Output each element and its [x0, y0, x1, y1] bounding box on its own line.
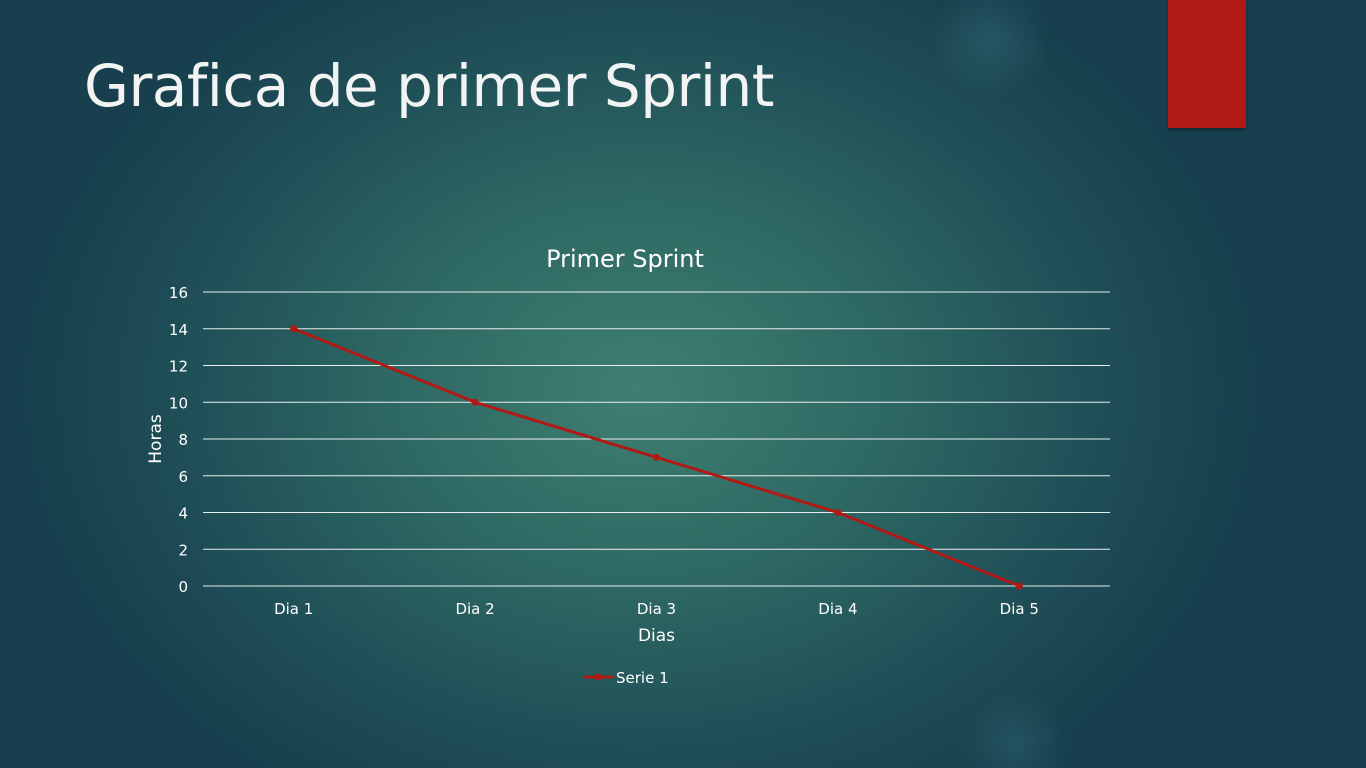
y-axis-title: Horas: [146, 414, 166, 464]
x-tick-label: Dia 2: [455, 600, 494, 618]
accent-block: [1168, 0, 1246, 128]
data-point: [653, 453, 660, 461]
data-point: [834, 509, 842, 516]
data-point: [290, 325, 298, 333]
x-tick-label: Dia 3: [637, 600, 676, 618]
y-tick-label: 4: [178, 505, 188, 523]
y-tick-label: 2: [178, 541, 188, 559]
data-point: [1015, 582, 1023, 590]
y-tick-label: 0: [178, 578, 188, 596]
y-tick-label: 16: [169, 284, 188, 302]
slide-title: Grafica de primer Sprint: [84, 52, 775, 120]
chart-title: Primer Sprint: [546, 245, 704, 273]
y-tick-label: 14: [169, 321, 188, 339]
x-axis-title: Dias: [638, 626, 675, 646]
x-tick-label: Dia 4: [818, 600, 857, 618]
x-tick-label: Dia 1: [274, 600, 313, 618]
y-tick-label: 10: [169, 394, 188, 412]
y-tick-label: 12: [169, 358, 188, 376]
legend-marker: [594, 673, 602, 681]
y-tick-label: 8: [178, 431, 188, 449]
legend-label: Serie 1: [616, 669, 669, 687]
data-point: [471, 398, 479, 406]
x-tick-label: Dia 5: [1000, 600, 1039, 618]
y-tick-label: 6: [178, 468, 188, 486]
